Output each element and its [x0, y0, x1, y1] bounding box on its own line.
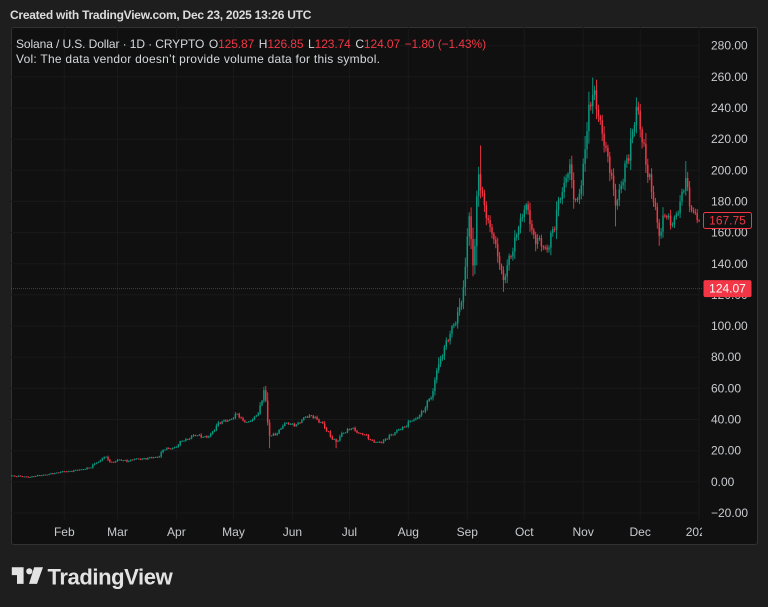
svg-text:124.07: 124.07	[709, 282, 746, 296]
svg-text:260.00: 260.00	[711, 70, 748, 84]
svg-text:160.00: 160.00	[711, 226, 748, 240]
svg-text:Dec: Dec	[630, 525, 651, 539]
svg-text:60.00: 60.00	[711, 381, 741, 395]
svg-text:20.00: 20.00	[711, 444, 741, 458]
svg-text:80.00: 80.00	[711, 350, 741, 364]
svg-text:40.00: 40.00	[711, 413, 741, 427]
svg-text:−20.00: −20.00	[711, 506, 748, 520]
svg-text:Nov: Nov	[573, 525, 594, 539]
svg-text:Jun: Jun	[283, 525, 302, 539]
svg-text:180.00: 180.00	[711, 194, 748, 208]
svg-text:220.00: 220.00	[711, 132, 748, 146]
svg-text:Jul: Jul	[342, 525, 357, 539]
svg-text:100.00: 100.00	[711, 319, 748, 333]
svg-text:2026: 2026	[686, 525, 713, 539]
svg-text:140.00: 140.00	[711, 257, 748, 271]
svg-text:May: May	[222, 525, 245, 539]
svg-text:240.00: 240.00	[711, 101, 748, 115]
svg-text:TradingView: TradingView	[48, 566, 174, 589]
svg-text:200.00: 200.00	[711, 163, 748, 177]
svg-text:280.00: 280.00	[711, 39, 748, 53]
svg-text:Mar: Mar	[107, 525, 128, 539]
svg-text:0.00: 0.00	[711, 475, 735, 489]
svg-text:Apr: Apr	[167, 525, 186, 539]
svg-text:Aug: Aug	[398, 525, 419, 539]
svg-text:Sep: Sep	[457, 525, 479, 539]
svg-text:167.75: 167.75	[709, 214, 746, 228]
svg-text:Oct: Oct	[515, 525, 534, 539]
svg-text:Feb: Feb	[54, 525, 75, 539]
